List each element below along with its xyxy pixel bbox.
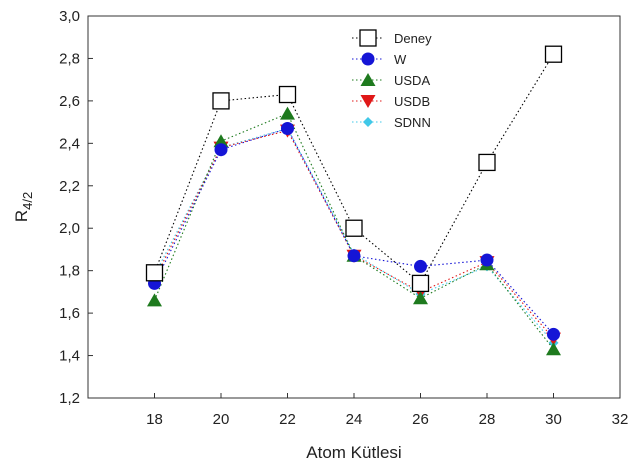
point-w <box>547 327 560 341</box>
legend-label-w: W <box>394 52 407 67</box>
x-tick-label: 18 <box>146 411 163 428</box>
point-usda <box>546 342 561 356</box>
point-deney <box>145 264 164 282</box>
y-tick-label: 2,6 <box>59 93 80 110</box>
point-usda <box>280 106 295 120</box>
series-group <box>145 45 563 356</box>
series-deney <box>145 45 563 293</box>
point-deney <box>212 92 230 110</box>
y-tick-label: 3,0 <box>59 8 80 25</box>
legend-marker-deney <box>359 29 377 47</box>
plot-frame <box>87 15 621 399</box>
x-tick-label: 28 <box>479 411 496 428</box>
y-tick-label: 2,2 <box>59 178 80 195</box>
point-usda <box>213 134 229 148</box>
legend-label-deney: Deney <box>394 31 432 46</box>
legend-marker-w <box>361 52 375 66</box>
y-tick-label: 1,6 <box>59 305 80 322</box>
y-tick-label: 1,8 <box>59 263 80 280</box>
point-deney <box>478 153 496 172</box>
point-w <box>480 253 494 267</box>
legend-marker-usda <box>360 73 376 86</box>
y-tick-label: 2,0 <box>59 220 80 237</box>
x-tick-label: 30 <box>545 411 562 428</box>
x-tick-label: 32 <box>612 411 629 428</box>
x-tick-label: 24 <box>346 411 363 428</box>
legend-marker-usdb <box>360 95 376 108</box>
legend-label-usda: USDA <box>394 73 430 88</box>
point-deney <box>544 45 563 63</box>
point-deney <box>411 274 430 293</box>
y-tick-label: 2,8 <box>59 50 80 67</box>
point-w <box>414 259 427 273</box>
point-w <box>347 249 361 263</box>
point-w <box>281 121 294 135</box>
y-tick-label: 1,4 <box>59 348 80 365</box>
point-usda <box>147 293 162 307</box>
x-tick-label: 20 <box>213 411 230 428</box>
point-deney <box>278 85 297 104</box>
y-axis-title-main: R <box>12 210 31 222</box>
x-axis-title: Atom Kütlesi <box>306 443 401 462</box>
point-w <box>214 143 228 157</box>
y-tick-label: 2,4 <box>59 135 80 152</box>
axis-ticks: 1,2 1,4 1,6 1,8 2,0 2,2 2,4 2,6 2,8 3,0 18 20 22 24 26… <box>59 8 628 428</box>
legend-marker-sdnn <box>363 117 373 127</box>
point-usda <box>413 291 428 305</box>
x-tick-label: 26 <box>412 411 429 428</box>
y-axis-title: R4/2 <box>12 192 35 222</box>
x-tick-label: 22 <box>279 411 296 428</box>
y-tick-label: 1,2 <box>59 390 80 407</box>
legend: Deney W USDA USDB SDNN <box>352 29 432 130</box>
legend-label-sdnn: SDNN <box>394 115 431 130</box>
legend-label-usdb: USDB <box>394 94 430 109</box>
point-deney <box>345 219 363 237</box>
y-axis-title-sub: 4/2 <box>20 192 35 210</box>
